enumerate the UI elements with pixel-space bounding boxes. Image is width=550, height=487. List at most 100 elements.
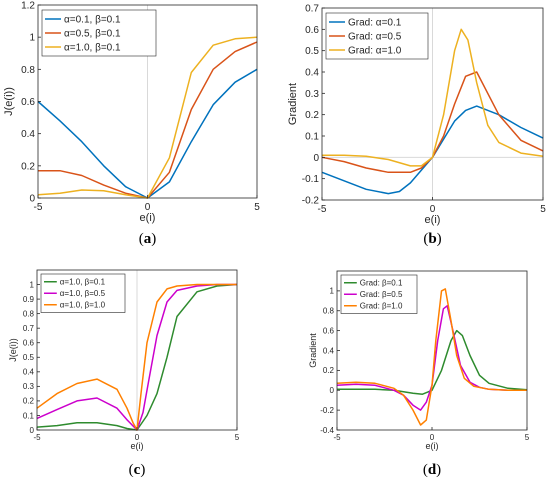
y-tick-label: 0.8: [23, 309, 35, 318]
x-tick-label: 0: [430, 204, 436, 215]
legend-label-3: Grad: β=1.0: [360, 302, 403, 311]
caption-letter: c: [134, 462, 141, 478]
y-tick-label: 1: [30, 280, 35, 289]
y-tick-label: 0.7: [305, 4, 319, 15]
y-tick-label: -0.4: [320, 426, 334, 435]
caption-letter: a: [144, 231, 152, 247]
y-tick-label: 0.1: [305, 132, 319, 143]
y-tick-label: 0: [313, 153, 319, 164]
series-line-3: [322, 28, 544, 167]
y-tick-label: 0.5: [23, 353, 35, 362]
y-tick-label: 0.6: [23, 339, 35, 348]
caption-letter: d: [428, 462, 437, 478]
series-line-3: [36, 283, 237, 431]
y-tick-label: 1.2: [21, 1, 35, 12]
y-tick-label: -0.2: [302, 196, 320, 207]
y-tick-label: 0: [30, 426, 35, 435]
legend-label-1: α=1.0, β=0.1: [60, 278, 106, 287]
caption-letter: b: [428, 231, 436, 247]
legend-label-1: Grad: α=0.1: [348, 18, 402, 29]
x-tick-label: 5: [254, 202, 260, 213]
caption-open-paren: (: [423, 462, 428, 478]
chart-d: -5 0 5 -0.4 -0.2 0 0.2 0.4 0.6 0.8 1 e(i) Gradient Gr…: [308, 270, 530, 478]
y-tick-label: 0.8: [21, 65, 35, 76]
panel-caption: (c): [129, 462, 146, 478]
y-tick-label: 0.4: [21, 129, 35, 140]
y-tick-label: 1: [29, 33, 35, 44]
legend-label-2: Grad: β=0.5: [360, 290, 403, 299]
legend-label-1: Grad: β=0.1: [360, 279, 403, 288]
y-tick-label: 0.2: [23, 397, 35, 406]
y-tick-label: 0: [330, 386, 335, 395]
panel-caption: (a): [139, 231, 157, 247]
legend-label-3: α=1.0, β=0.1: [64, 43, 121, 54]
legend: Grad: α=0.1 Grad: α=0.5 Grad: α=1.0: [325, 12, 429, 60]
x-tick-label: 5: [235, 433, 240, 442]
legend-label-3: Grad: α=1.0: [348, 46, 402, 57]
y-tick-label: 0.4: [23, 368, 35, 377]
series-line-2: [36, 283, 237, 431]
chart-c: -5 0 500.10.20.30.40.50.60.70.80.91e(i)J(e…: [8, 269, 240, 478]
y-tick-label: 0.8: [323, 307, 335, 316]
x-tick-label: -5: [33, 433, 41, 442]
x-tick-label: -5: [34, 202, 43, 213]
y-axis-label: J(e(i)): [3, 87, 15, 116]
y-tick-label: 0.3: [23, 382, 35, 391]
y-tick-label: 0.4: [323, 346, 335, 355]
y-tick-label: 0.6: [305, 25, 319, 36]
caption-close-paren: ): [436, 462, 441, 478]
x-tick-label: 0: [430, 433, 435, 442]
y-tick-label: 0.9: [23, 295, 35, 304]
y-tick-label: 0.7: [23, 324, 35, 333]
series-line-1: [36, 283, 238, 431]
y-tick-label: 0.5: [305, 46, 319, 57]
caption-close-paren: ): [151, 231, 156, 247]
legend: α=1.0, β=0.1 α=1.0, β=0.5 α=1.0, β=1.0: [40, 273, 126, 313]
caption-open-paren: (: [139, 231, 144, 247]
y-tick-label: 0.6: [323, 326, 335, 335]
y-tick-label: 0.3: [305, 89, 319, 100]
legend-label-1: α=0.1, β=0.1: [64, 15, 121, 26]
y-tick-label: 0.4: [305, 68, 319, 79]
x-axis-label: e(i): [426, 441, 439, 451]
x-tick-label: 5: [525, 433, 530, 442]
caption-close-paren: ): [437, 231, 442, 247]
series-line-3: [336, 288, 527, 426]
y-tick-label: 0.6: [21, 97, 35, 108]
y-tick-label: -0.2: [320, 406, 334, 415]
y-tick-label: 1: [330, 287, 335, 296]
y-axis-label: Gradient: [308, 333, 318, 368]
x-axis-label: e(i): [140, 212, 156, 224]
x-tick-label: -5: [318, 204, 327, 215]
legend-label-2: α=0.5, β=0.1: [64, 29, 121, 40]
series-line-1: [337, 329, 528, 395]
legend-label-3: α=1.0, β=1.0: [60, 301, 106, 310]
y-tick-label: 0.2: [323, 366, 335, 375]
y-tick-label: 0.1: [23, 411, 35, 420]
y-axis-label: J(e(i)): [8, 338, 18, 362]
series-line-2: [336, 305, 527, 411]
y-tick-label: 0.2: [21, 161, 35, 172]
x-axis-label: e(i): [425, 214, 441, 226]
series-line-2: [321, 71, 544, 174]
caption-open-paren: (: [423, 231, 428, 247]
chart-a: -5 0 500.20.40.60.811.2e(i)J(e(i))α=0.1, β…: [3, 1, 260, 248]
x-tick-label: -5: [333, 433, 341, 442]
legend: Grad: β=0.1 Grad: β=0.5 Grad: β=1.0: [340, 274, 418, 314]
x-tick-label: 0: [145, 202, 151, 213]
legend-label-2: α=1.0, β=0.5: [60, 289, 106, 298]
legend-label-2: Grad: α=0.5: [348, 32, 402, 43]
y-tick-label: 0: [29, 194, 35, 205]
x-tick-label: 0: [135, 433, 140, 442]
panel-caption: (b): [423, 231, 441, 247]
chart-b: -5 0 5 -0.2 -0.1 0 0.1 0.2 0.3 0.4 0.5 0.6 0.7 e(i) Gr…: [287, 4, 546, 248]
x-axis-label: e(i): [131, 441, 144, 451]
y-tick-label: -0.1: [302, 174, 320, 185]
x-tick-label: 5: [540, 204, 546, 215]
legend: α=0.1, β=0.1 α=0.5, β=0.1 α=1.0, β=0.1: [41, 9, 157, 57]
caption-open-paren: (: [129, 462, 134, 478]
y-tick-label: 0.2: [305, 110, 319, 121]
caption-close-paren: ): [140, 462, 145, 478]
panel-caption: (d): [423, 462, 441, 478]
